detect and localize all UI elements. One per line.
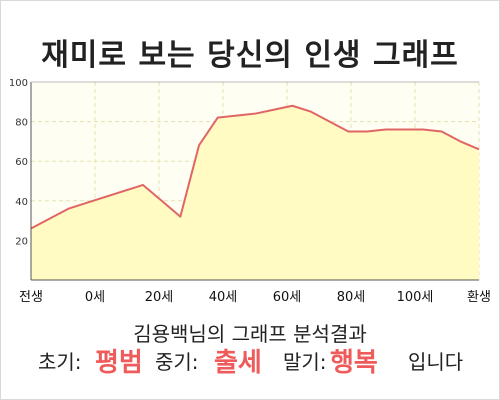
y-tick-label: 80 (15, 118, 28, 129)
mid-label: 중기: (155, 350, 199, 374)
x-tick-label: 전생 (19, 290, 43, 305)
y-tick-label: 100 (9, 78, 28, 89)
late-label: 말기: (283, 350, 327, 374)
analysis-summary: 김용백님의 그래프 분석결과 (133, 322, 367, 346)
life-line (30, 104, 480, 230)
early-label: 초기: (38, 350, 82, 374)
x-tick-label: 0세 (85, 290, 105, 305)
x-tick-label: 40세 (209, 290, 238, 305)
early-value: 평범 (95, 348, 143, 378)
x-tick-label: 환생 (467, 290, 491, 305)
y-tick-label: 20 (15, 236, 28, 247)
life-graph-chart: 20 40 60 80 100 전생 0세 20세 40세 60세 80세 100세 환생 (9, 78, 491, 305)
life-area-fill (31, 105, 479, 280)
page-title: 재미로 보는 당신의 인생 그래프 (41, 38, 459, 73)
y-tick-label: 60 (15, 157, 28, 168)
x-tick-label: 80세 (337, 290, 366, 305)
x-tick-label: 60세 (273, 290, 302, 305)
x-tick-label: 100세 (397, 290, 434, 305)
x-tick-label: 20세 (145, 290, 174, 305)
y-tick-label: 40 (15, 197, 28, 208)
result-suffix: 입니다 (408, 350, 464, 374)
late-value: 행복 (330, 348, 378, 378)
mid-value: 출세 (214, 348, 262, 378)
